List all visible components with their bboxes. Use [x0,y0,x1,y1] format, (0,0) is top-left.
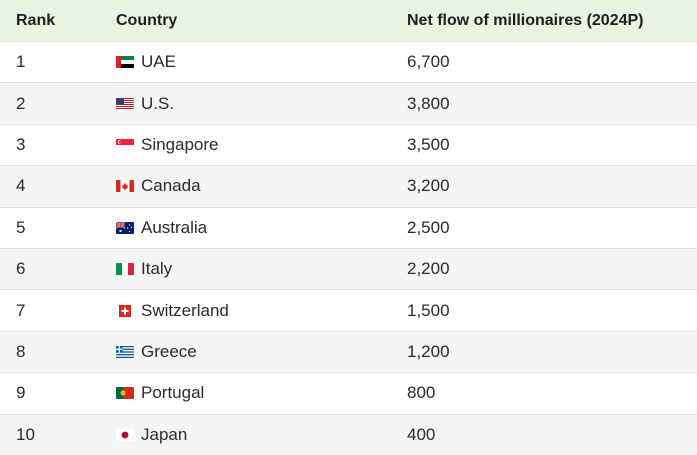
flow-cell: 400 [407,424,436,444]
header-rank: Rank [16,11,56,29]
rank-cell: 1 [16,52,26,72]
country-name: Canada [141,176,201,196]
italy-flag-icon [116,263,134,276]
rank-cell: 8 [16,341,26,361]
flow-cell: 3,200 [407,176,450,196]
table-row: 4 Canada 3,200 [0,165,697,207]
header-country: Country [116,11,178,29]
rank-cell: 6 [16,259,26,279]
country-cell: U.S. [100,94,390,114]
rank-cell: 10 [16,424,35,444]
uae-flag-icon [116,56,134,69]
flow-cell: 3,500 [407,134,450,154]
singapore-flag-icon [116,138,134,151]
country-cell: UAE [100,52,390,72]
greece-flag-icon [116,345,134,358]
rank-cell: 7 [16,300,26,320]
switzerland-flag-icon [116,304,134,317]
country-cell: Canada [100,176,390,196]
flow-cell: 2,500 [407,217,450,237]
table-row: 8 Greece 1,200 [0,330,697,373]
flow-cell: 1,200 [407,341,450,361]
rank-cell: 5 [16,217,26,237]
rank-cell: 3 [16,134,26,154]
country-name: Switzerland [141,300,229,320]
table-row: 5 Australia 2,500 [0,206,697,248]
country-name: Portugal [141,383,205,403]
country-cell: Switzerland [100,301,390,321]
country-cell: Australia [100,218,390,238]
country-cell: Italy [100,259,390,279]
rank-cell: 2 [16,93,26,113]
table-row: 2 U.S. 3,800 [0,82,697,124]
rank-cell: 4 [16,176,26,196]
header-net-flow: Net flow of millionaires (2024P) [407,11,644,29]
australia-flag-icon [116,221,134,234]
country-name: Japan [141,424,188,444]
country-cell: Singapore [100,135,390,155]
country-name: U.S. [141,93,175,113]
us-flag-icon [116,97,134,110]
country-name: Australia [141,217,208,237]
country-cell: Portugal [100,383,390,403]
flow-cell: 3,800 [407,93,450,113]
country-cell: Japan [100,425,390,445]
table-row: 7 Switzerland 1,500 [0,289,697,330]
country-name: UAE [141,52,176,72]
flow-cell: 6,700 [407,52,450,72]
rank-cell: 9 [16,383,26,403]
canada-flag-icon [116,180,134,193]
country-cell: Greece [100,342,390,362]
table-row: 1 UAE 6,700 [0,41,697,82]
country-name: Singapore [141,134,219,154]
country-name: Greece [141,341,197,361]
table-row: 3 Singapore 3,500 [0,123,697,165]
flow-cell: 2,200 [407,259,450,279]
table-row: 10 Japan 400 [0,413,697,455]
portugal-flag-icon [116,387,134,400]
flow-cell: 800 [407,383,436,403]
country-name: Italy [141,259,173,279]
japan-flag-icon [116,428,134,441]
table-row: 6 Italy 2,200 [0,247,697,290]
table-header: Rank Country Net flow of millionaires (2… [0,0,697,41]
table-row: 9 Portugal 800 [0,372,697,413]
flow-cell: 1,500 [407,300,450,320]
